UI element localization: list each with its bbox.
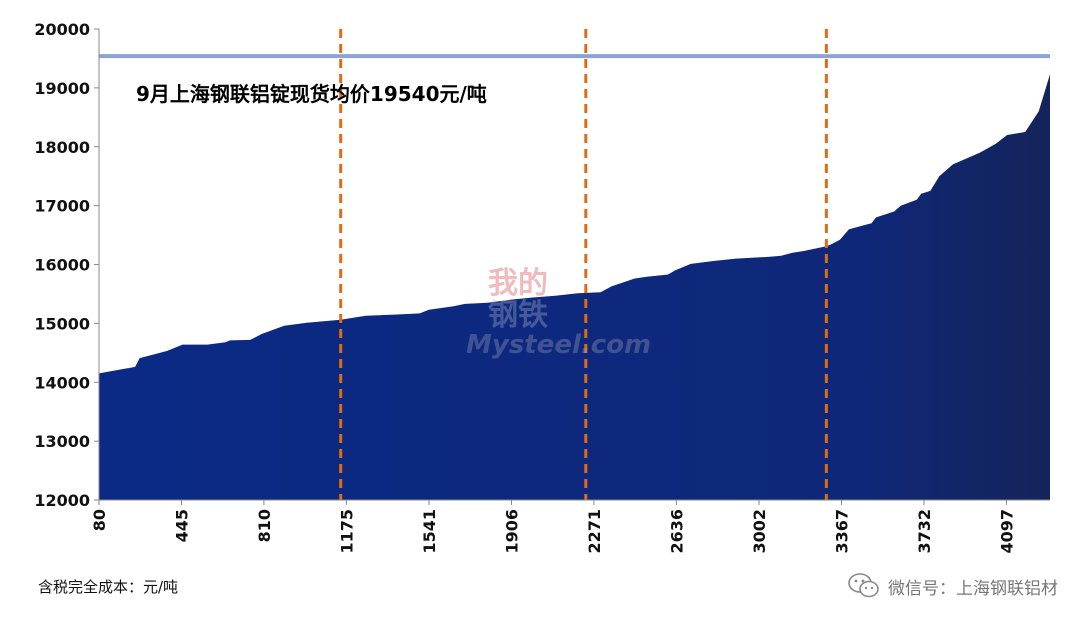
x-tick-label: 2636 bbox=[667, 509, 686, 554]
y-tick-label: 16000 bbox=[34, 256, 90, 275]
mysteel-watermark: 我的 钢铁 Mysteel.com bbox=[466, 266, 651, 363]
wechat-text: 微信号：上海钢联铝材 bbox=[888, 578, 1058, 599]
wechat-badge: 微信号：上海钢联铝材 bbox=[848, 570, 1058, 602]
watermark-cn-line1: 我的 bbox=[488, 266, 548, 301]
x-tick-label: 3367 bbox=[833, 509, 852, 554]
average-price-annotation: 9月上海钢联铝锭现货均价19540元/吨 bbox=[136, 82, 487, 106]
x-tick-label: 1175 bbox=[337, 509, 356, 554]
y-tick-label: 18000 bbox=[34, 138, 90, 157]
x-tick-label: 3732 bbox=[915, 509, 934, 554]
y-tick-label: 15000 bbox=[34, 314, 90, 333]
y-tick-label: 12000 bbox=[34, 491, 90, 510]
x-tick-label: 4097 bbox=[997, 509, 1016, 554]
watermark-cn-line2: 钢铁 bbox=[488, 298, 548, 333]
x-tick-label: 2271 bbox=[585, 509, 604, 554]
y-tick-label: 14000 bbox=[34, 373, 90, 392]
y-tick-label: 17000 bbox=[34, 197, 90, 216]
unit-label: 含税完全成本：元/吨 bbox=[38, 578, 179, 596]
cost-area bbox=[99, 74, 1050, 501]
x-tick-label: 810 bbox=[255, 509, 274, 542]
x-tick-label: 3002 bbox=[750, 509, 769, 554]
x-tick-label: 80 bbox=[90, 509, 109, 531]
y-tick-label: 20000 bbox=[34, 20, 90, 39]
x-tick-label: 1906 bbox=[502, 509, 521, 554]
y-tick-label: 19000 bbox=[34, 79, 90, 98]
wechat-icon bbox=[848, 573, 879, 598]
x-tick-label: 445 bbox=[172, 509, 191, 542]
y-tick-label: 13000 bbox=[34, 432, 90, 451]
x-tick-label: 1541 bbox=[420, 509, 439, 554]
watermark-en: Mysteel.com bbox=[466, 330, 652, 360]
